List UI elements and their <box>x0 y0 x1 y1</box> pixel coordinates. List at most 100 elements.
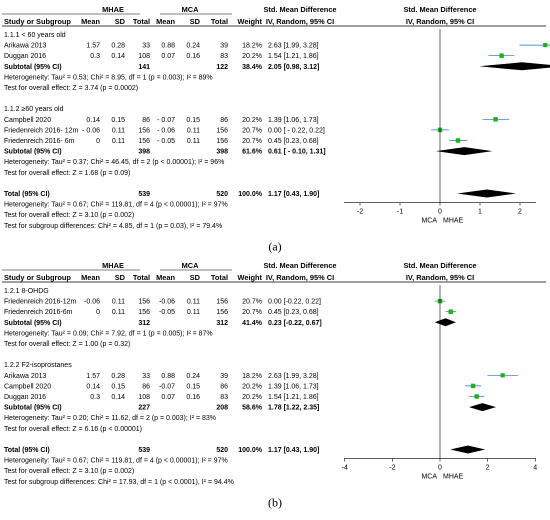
sd1-value: 0.11 <box>112 299 125 306</box>
column-header-weight: Weight <box>238 273 263 282</box>
column-header-total2: Total <box>211 17 228 26</box>
statistics-note: Test for subgroup differences: Chi² = 4.… <box>4 223 222 230</box>
statistics-note: Test for overall effect: Z = 6.16 (p < 0… <box>4 426 142 433</box>
column-header-weight: Weight <box>238 17 263 26</box>
effect-ci-value: 1.54 [1.21, 1.86] <box>268 394 319 401</box>
effect-ci-value: 1.54 [1.21, 1.86] <box>268 53 319 60</box>
mean1-value: 0.14 <box>86 383 100 390</box>
sd1-value: 0.14 <box>111 394 125 401</box>
column-header-total1: Total <box>133 17 150 26</box>
sd1-value: 0.28 <box>111 43 125 50</box>
total-total2: 520 <box>216 447 228 454</box>
point-estimate <box>493 117 498 122</box>
x-tick-label: 0 <box>438 465 442 472</box>
effect-ci-value: 0.45 [0.23, 0.68] <box>268 138 319 145</box>
subtotal-effect-ci: 2.05 [0.98, 3.12] <box>268 64 319 71</box>
mean1-value: 1.57 <box>86 43 100 50</box>
study-name: Friedenreich 2016-6m <box>4 309 73 316</box>
mean1-value: 0.14 <box>86 117 100 124</box>
mean2-value: -0.07 <box>159 383 175 390</box>
total1-value: 156 <box>138 127 150 134</box>
column-header-sd1: SD <box>115 17 126 26</box>
x-tick-label: -4 <box>342 465 348 472</box>
sd2-value: 0.15 <box>186 117 200 124</box>
weight-value: 20.7% <box>242 299 262 306</box>
effect-ci-value: 2.63 [1.99, 3.28] <box>268 43 319 50</box>
total-effect-ci: 1.17 [0.43, 1.90] <box>268 191 319 198</box>
panel-caption: (b) <box>268 495 282 509</box>
favours-right-label: MHAE <box>443 474 464 481</box>
sd1-value: 0.15 <box>111 117 125 124</box>
mean1-value: 0.3 <box>90 394 100 401</box>
total1-value: 108 <box>138 53 150 60</box>
column-header-mean2: Mean <box>156 17 175 26</box>
sd2-value: 0.24 <box>186 43 200 50</box>
study-name: Duggan 2016 <box>4 394 46 401</box>
point-estimate <box>500 373 505 378</box>
x-tick-label: 2 <box>518 209 522 216</box>
total-label: Total (95% CI) <box>4 447 50 454</box>
subtotal-total1: 227 <box>138 405 150 412</box>
point-estimate <box>455 138 461 143</box>
total1-value: 156 <box>138 138 150 145</box>
x-tick-label: -2 <box>389 465 395 472</box>
favours-left-label: MCA <box>421 218 437 225</box>
mean2-value: - 0.07 <box>157 117 175 124</box>
sd2-value: 0.16 <box>186 53 200 60</box>
effect-column-method: IV, Random, 95% CI <box>266 17 334 26</box>
study-name: Duggan 2016 <box>4 53 46 60</box>
plot-title: Std. Mean Difference <box>403 261 476 270</box>
column-header-study: Study or Subgroup <box>4 17 71 26</box>
column-header-mean1: Mean <box>81 273 100 282</box>
total1-value: 108 <box>138 394 150 401</box>
subgroup-label: 1.1.2 ≥60 years old <box>4 106 64 113</box>
weight-value: 20.7% <box>242 309 262 316</box>
study-name: Arikawa 2013 <box>4 373 47 380</box>
study-name: Campbell 2020 <box>4 117 51 124</box>
statistics-note: Test for overall effect: Z = 3.10 (p = 0… <box>4 468 134 475</box>
subtotal-total2: 208 <box>216 405 228 412</box>
study-name: Arikawa 2013 <box>4 43 47 50</box>
favours-left-label: MCA <box>421 474 437 481</box>
mean2-value: -0.05 <box>159 309 175 316</box>
subtotal-total1: 141 <box>138 64 150 71</box>
total-label: Total (95% CI) <box>4 191 50 198</box>
point-estimate <box>543 43 548 48</box>
weight-value: 20.2% <box>242 383 262 390</box>
mean2-value: -0.06 <box>159 299 175 306</box>
subtotal-total1: 312 <box>138 320 150 327</box>
panel-caption: (a) <box>268 239 281 253</box>
mean1-value: 0 <box>96 309 100 316</box>
total2-value: 86 <box>220 117 228 124</box>
subtotal-label: Subtotal (95% CI) <box>4 64 62 71</box>
statistics-note: Test for overall effect: Z = 1.00 (p = 0… <box>4 341 130 348</box>
effect-ci-value: 1.39 [1.06, 1.73] <box>268 383 319 390</box>
mean2-value: 0.88 <box>161 43 175 50</box>
effect-ci-value: 2.63 [1.99, 3.28] <box>268 373 319 380</box>
subtotal-diamond <box>469 403 496 412</box>
total-weight: 100.0% <box>238 191 263 198</box>
column-header-sd1: SD <box>115 273 126 282</box>
group1-header: MHAE <box>102 261 124 270</box>
total2-value: 39 <box>220 373 228 380</box>
x-tick-label: 4 <box>533 465 537 472</box>
point-estimate <box>499 53 504 58</box>
column-header-sd2: SD <box>190 273 201 282</box>
weight-value: 20.7% <box>242 138 262 145</box>
statistics-note: Heterogeneity: Tau² = 0.53; Chi² = 8.95,… <box>4 74 213 81</box>
mean2-value: 0.07 <box>161 394 175 401</box>
weight-value: 20.2% <box>242 53 262 60</box>
subtotal-weight: 38.4% <box>242 64 263 71</box>
study-name: Friedenreich 2016-12m <box>4 299 77 306</box>
sd1-value: 0.11 <box>112 309 125 316</box>
effect-ci-value: 1.39 [1.06, 1.73] <box>268 117 319 124</box>
weight-value: 20.7% <box>242 127 262 134</box>
total1-value: 86 <box>142 117 150 124</box>
column-header-mean2: Mean <box>156 273 175 282</box>
total2-value: 39 <box>220 43 228 50</box>
sd2-value: 0.15 <box>186 383 200 390</box>
subtotal-diamond <box>436 147 493 156</box>
sd1-value: 0.15 <box>111 383 125 390</box>
column-header-total1: Total <box>133 273 150 282</box>
forest-panel-b: Study or Subgroup MHAE MCA Mean SD Total Mean S… <box>2 261 546 509</box>
